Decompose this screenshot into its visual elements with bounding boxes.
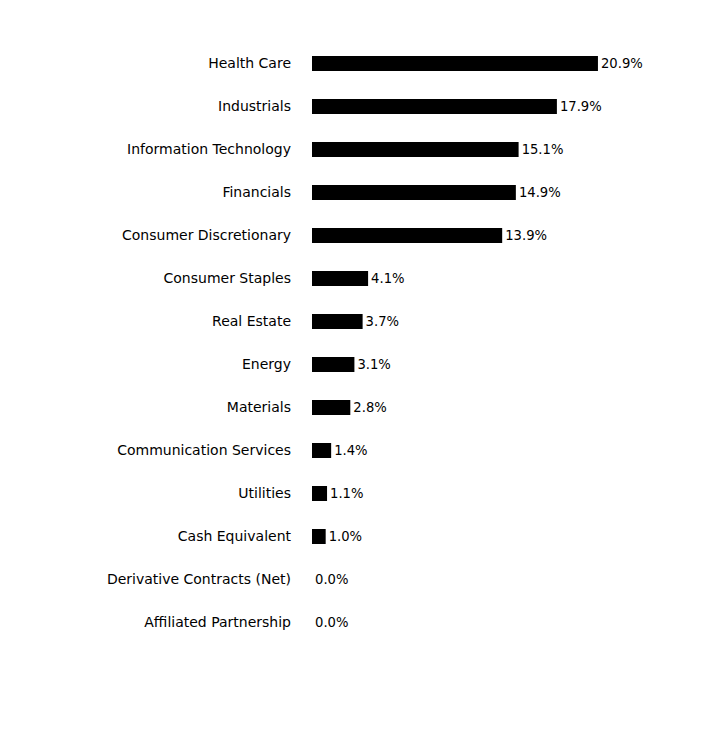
svg-text:Financials: Financials [222,184,291,200]
svg-text:Information Technology: Information Technology [127,141,291,157]
svg-text:Utilities: Utilities [238,485,291,501]
svg-text:Consumer Discretionary: Consumer Discretionary [122,227,291,243]
svg-text:Consumer Staples: Consumer Staples [164,270,291,286]
svg-text:14.9%: 14.9% [519,185,561,200]
svg-text:3.1%: 3.1% [357,357,390,372]
svg-text:Energy: Energy [242,356,291,372]
svg-text:Communication Services: Communication Services [117,442,291,458]
svg-text:Health Care: Health Care [208,55,291,71]
svg-text:0.0%: 0.0% [315,615,348,630]
svg-text:1.0%: 1.0% [329,529,362,544]
svg-text:Affiliated Partnership: Affiliated Partnership [144,614,291,630]
svg-text:Industrials: Industrials [218,98,291,114]
svg-text:Materials: Materials [227,399,291,415]
svg-text:3.7%: 3.7% [366,314,399,329]
svg-text:4.1%: 4.1% [371,271,404,286]
svg-text:1.4%: 1.4% [334,443,367,458]
svg-text:2.8%: 2.8% [353,400,386,415]
svg-text:15.1%: 15.1% [522,142,564,157]
svg-text:Real Estate: Real Estate [212,313,291,329]
svg-text:17.9%: 17.9% [560,99,602,114]
svg-text:20.9%: 20.9% [601,56,643,71]
svg-text:Derivative Contracts (Net): Derivative Contracts (Net) [107,571,291,587]
svg-text:0.0%: 0.0% [315,572,348,587]
svg-text:Cash Equivalent: Cash Equivalent [178,528,292,544]
svg-text:13.9%: 13.9% [505,228,547,243]
svg-text:1.1%: 1.1% [330,486,363,501]
